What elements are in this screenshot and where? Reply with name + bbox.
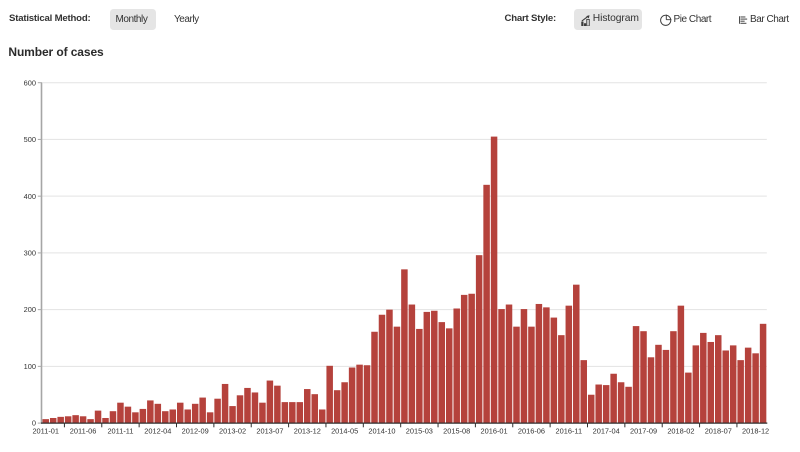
svg-text:2018-12: 2018-12: [742, 427, 769, 436]
svg-text:2018-02: 2018-02: [667, 427, 694, 436]
svg-text:500: 500: [24, 135, 36, 144]
svg-text:2016-11: 2016-11: [556, 427, 583, 436]
svg-text:100: 100: [24, 362, 36, 371]
svg-text:200: 200: [24, 305, 36, 314]
svg-text:2016-01: 2016-01: [481, 427, 508, 436]
svg-text:2012-09: 2012-09: [182, 427, 209, 436]
svg-text:400: 400: [24, 192, 36, 201]
svg-text:600: 600: [24, 78, 36, 87]
svg-text:300: 300: [24, 249, 36, 258]
svg-text:2015-03: 2015-03: [406, 427, 433, 436]
svg-text:2011-06: 2011-06: [70, 427, 97, 436]
svg-text:2013-12: 2013-12: [294, 427, 321, 436]
svg-text:2011-01: 2011-01: [32, 427, 59, 436]
svg-text:2014-10: 2014-10: [368, 427, 395, 436]
svg-text:0: 0: [32, 419, 36, 428]
svg-text:2016-06: 2016-06: [518, 427, 545, 436]
svg-text:2013-07: 2013-07: [256, 427, 283, 436]
svg-text:2012-04: 2012-04: [144, 427, 171, 436]
svg-text:2014-05: 2014-05: [331, 427, 358, 436]
svg-text:2018-07: 2018-07: [705, 427, 732, 436]
svg-text:2011-11: 2011-11: [107, 427, 133, 436]
svg-text:2013-02: 2013-02: [219, 427, 246, 436]
svg-text:2017-04: 2017-04: [593, 427, 620, 436]
svg-text:2015-08: 2015-08: [443, 427, 470, 436]
svg-text:2017-09: 2017-09: [630, 427, 657, 436]
